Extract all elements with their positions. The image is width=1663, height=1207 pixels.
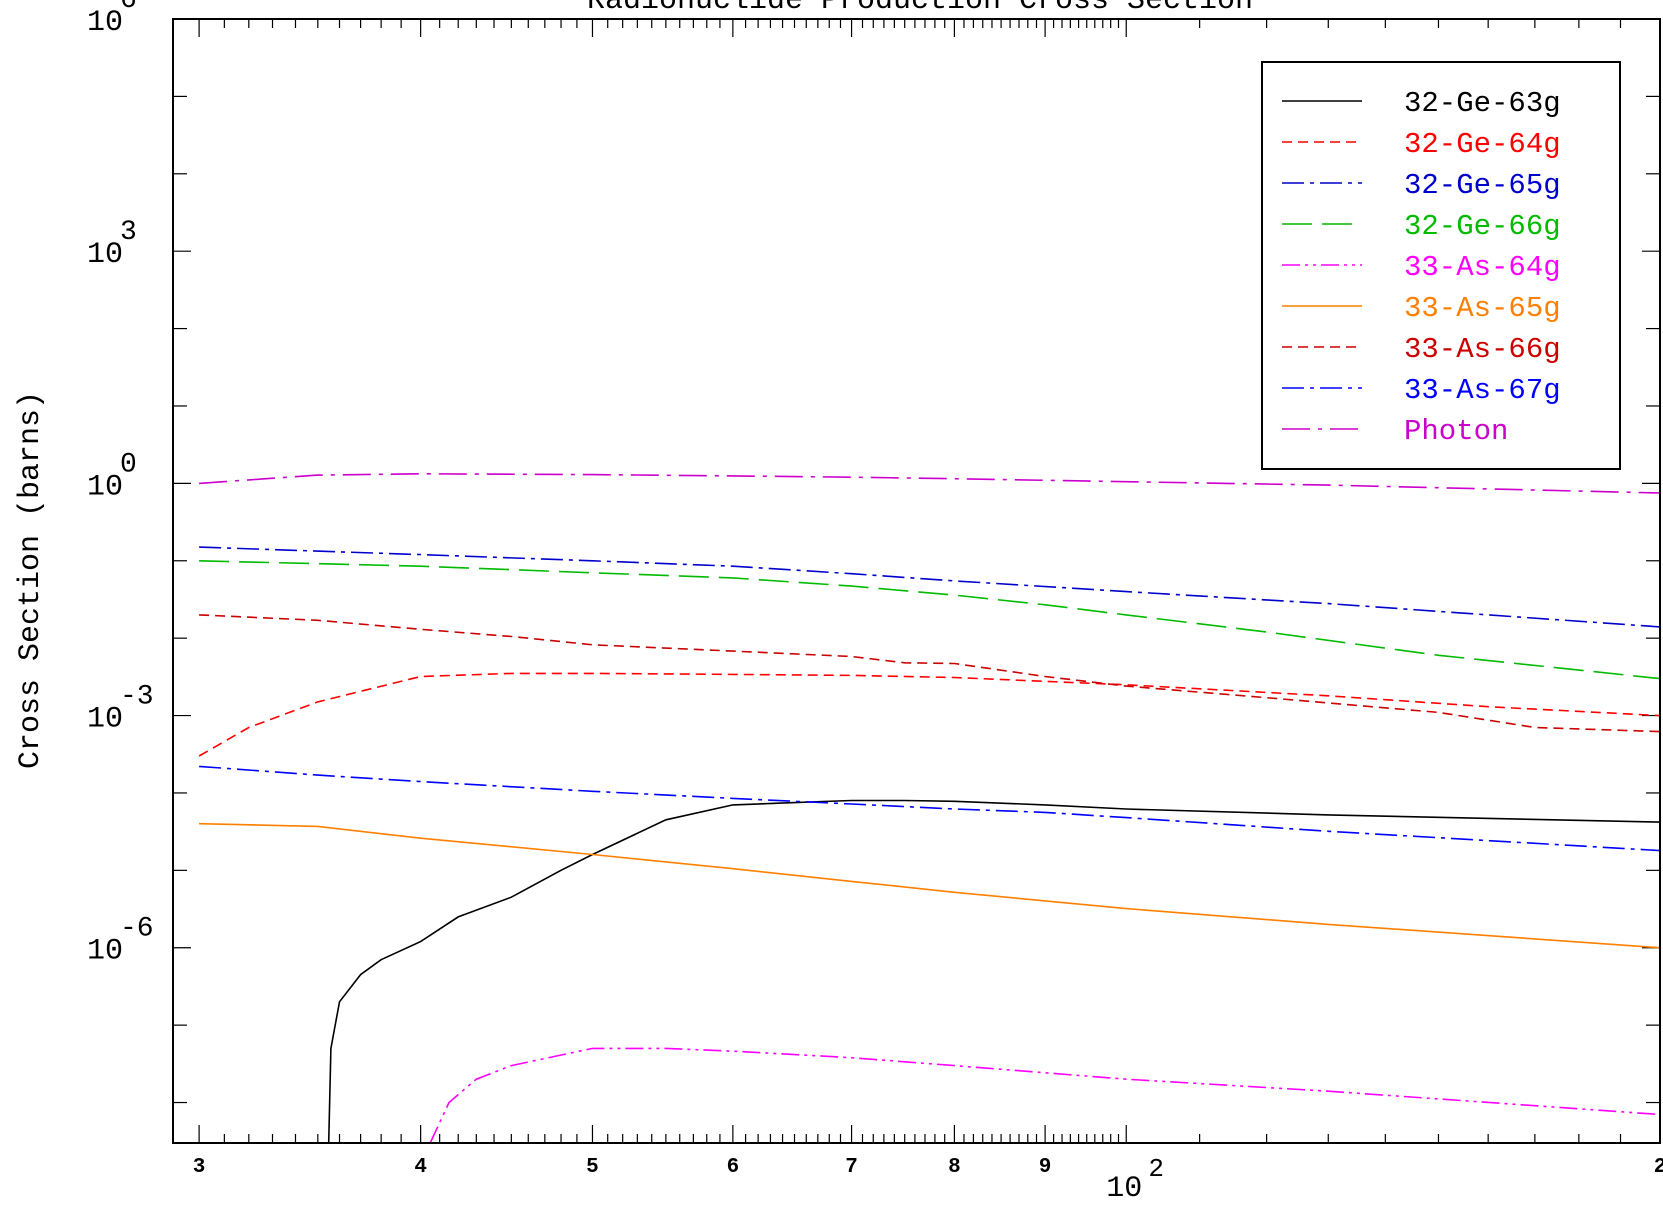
series-line-32-Ge-65g: [199, 546, 1661, 628]
series-line-33-As-65g: [199, 822, 1661, 949]
x-tick-label: 6: [727, 1156, 740, 1179]
series-line-Photon: [199, 472, 1661, 494]
y-tick-label-exponent: 0: [120, 449, 137, 480]
legend-label: 32-Ge-64g: [1404, 128, 1561, 161]
y-tick-label-exponent: 3: [120, 217, 137, 248]
legend-label: 32-Ge-65g: [1404, 169, 1561, 202]
series-line-32-Ge-66g: [199, 560, 1661, 680]
y-tick-label: 10: [87, 935, 123, 969]
x-tick-label: 4: [414, 1156, 427, 1179]
legend-label: Photon: [1404, 415, 1508, 448]
y-tick-label-exponent: -3: [120, 682, 154, 713]
series-line-32-Ge-64g: [198, 672, 1661, 757]
legend: 32-Ge-63g 32-Ge-64g 32-Ge-65g 32-Ge-66g 33-A…: [1261, 61, 1621, 470]
y-tick-label: 10: [87, 6, 123, 40]
x-tick-label: 3: [193, 1156, 206, 1179]
y-tick-label: 10: [87, 238, 123, 272]
legend-label: 33-As-65g: [1404, 292, 1561, 325]
legend-label: 33-As-66g: [1404, 333, 1561, 366]
legend-label: 33-As-67g: [1404, 374, 1561, 407]
series-line-33-As-66g: [199, 614, 1661, 733]
x-tick-label: 5: [586, 1156, 599, 1179]
x-tick-label: 7: [845, 1156, 858, 1179]
legend-label: 33-As-64g: [1404, 251, 1561, 284]
chart-title: Radionuclide Production Cross Section: [587, 0, 1253, 18]
y-tick-label-exponent: -6: [120, 914, 154, 945]
x-tick-label: 2: [1654, 1156, 1663, 1179]
y-tick-label: 10: [87, 703, 123, 737]
legend-label: 32-Ge-63g: [1404, 87, 1561, 120]
y-axis-label: Cross Section (barns): [14, 391, 48, 769]
series-line-33-As-67g: [199, 765, 1661, 852]
x-tick-label: 10: [1106, 1172, 1142, 1206]
series-line-32-Ge-63g: [327, 799, 1661, 1144]
x-tick-label: 9: [1039, 1156, 1052, 1179]
legend-label: 32-Ge-66g: [1404, 210, 1561, 243]
series-lines: [198, 472, 1661, 1144]
x-tick-label: 8: [948, 1156, 961, 1179]
y-tick-label: 10: [87, 470, 123, 504]
plot-frame: [172, 18, 1661, 1144]
x-tick-label-exponent: 2: [1148, 1154, 1164, 1184]
y-tick-label-exponent: 6: [120, 0, 137, 16]
